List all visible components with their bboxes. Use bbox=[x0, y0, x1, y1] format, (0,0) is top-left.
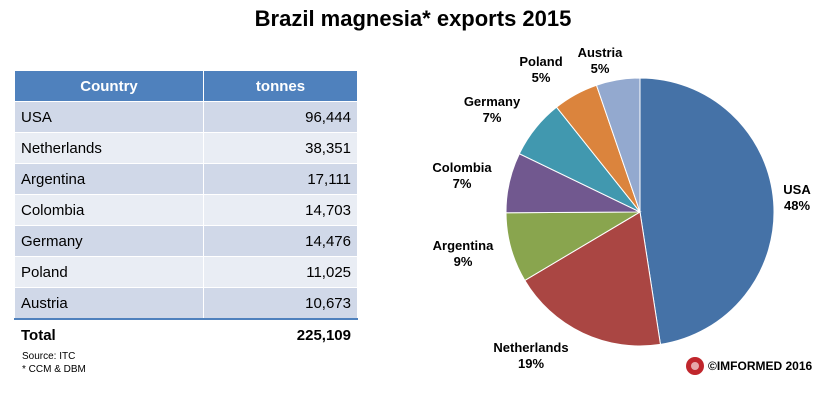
total-label: Total bbox=[14, 318, 204, 351]
source-notes: Source: ITC * CCM & DBM bbox=[22, 350, 86, 376]
cell-tonnes: 10,673 bbox=[203, 287, 358, 320]
imformed-logo-icon bbox=[686, 357, 704, 375]
table-row: Netherlands 38,351 bbox=[14, 132, 358, 164]
header-tonnes: tonnes bbox=[203, 70, 358, 102]
cell-country: Poland bbox=[14, 256, 204, 288]
table-header-row: Country tonnes bbox=[14, 70, 358, 102]
cell-country: Netherlands bbox=[14, 132, 204, 164]
cell-country: Argentina bbox=[14, 163, 204, 195]
pie-label-austria: Austria 5% bbox=[578, 45, 624, 76]
header-country: Country bbox=[14, 70, 204, 102]
table-row: Poland 11,025 bbox=[14, 256, 358, 288]
source-text: Source: ITC bbox=[22, 351, 76, 362]
cell-tonnes: 17,111 bbox=[203, 163, 358, 195]
cell-country: Austria bbox=[14, 287, 204, 320]
table-total-row: Total 225,109 bbox=[14, 318, 358, 351]
table-row: Colombia 14,703 bbox=[14, 194, 358, 226]
pie-slice-netherlands bbox=[524, 211, 662, 347]
pie-label-argentina: Argentina 9% bbox=[433, 238, 494, 269]
cell-tonnes: 14,703 bbox=[203, 194, 358, 226]
cell-country: Colombia bbox=[14, 194, 204, 226]
pie-label-colombia: Colombia 7% bbox=[432, 160, 492, 191]
cell-country: USA bbox=[14, 101, 204, 133]
table-row: Germany 14,476 bbox=[14, 225, 358, 257]
pie-label-netherlands: Netherlands 19% bbox=[493, 340, 568, 371]
pie-slice-usa bbox=[639, 77, 775, 346]
pie-label-usa: USA 48% bbox=[783, 182, 811, 213]
pie-slices bbox=[505, 77, 775, 347]
copyright-text: ©IMFORMED 2016 bbox=[708, 359, 813, 373]
cell-tonnes: 11,025 bbox=[203, 256, 358, 288]
table-row: Argentina 17,111 bbox=[14, 163, 358, 195]
cell-tonnes: 38,351 bbox=[203, 132, 358, 164]
table-row: USA 96,444 bbox=[14, 101, 358, 133]
pie-slice-austria bbox=[595, 77, 641, 213]
table-row: Austria 10,673 bbox=[14, 287, 358, 320]
total-value: 225,109 bbox=[203, 318, 358, 351]
pie-label-poland: Poland 5% bbox=[519, 54, 562, 85]
pie-labels: USA 48% Netherlands 19% Argentina 9% Colombia 7… bbox=[432, 45, 811, 371]
cell-tonnes: 96,444 bbox=[203, 101, 358, 133]
exports-table: Country tonnes USA 96,444 Netherlands 38… bbox=[14, 70, 358, 351]
footnote-text: * CCM & DBM bbox=[22, 364, 86, 375]
chart-title: Brazil magnesia* exports 2015 bbox=[254, 6, 572, 31]
pie-label-germany: Germany 7% bbox=[464, 94, 521, 125]
cell-tonnes: 14,476 bbox=[203, 225, 358, 257]
cell-country: Germany bbox=[14, 225, 204, 257]
copyright-logo: ©IMFORMED 2016 bbox=[686, 357, 812, 375]
